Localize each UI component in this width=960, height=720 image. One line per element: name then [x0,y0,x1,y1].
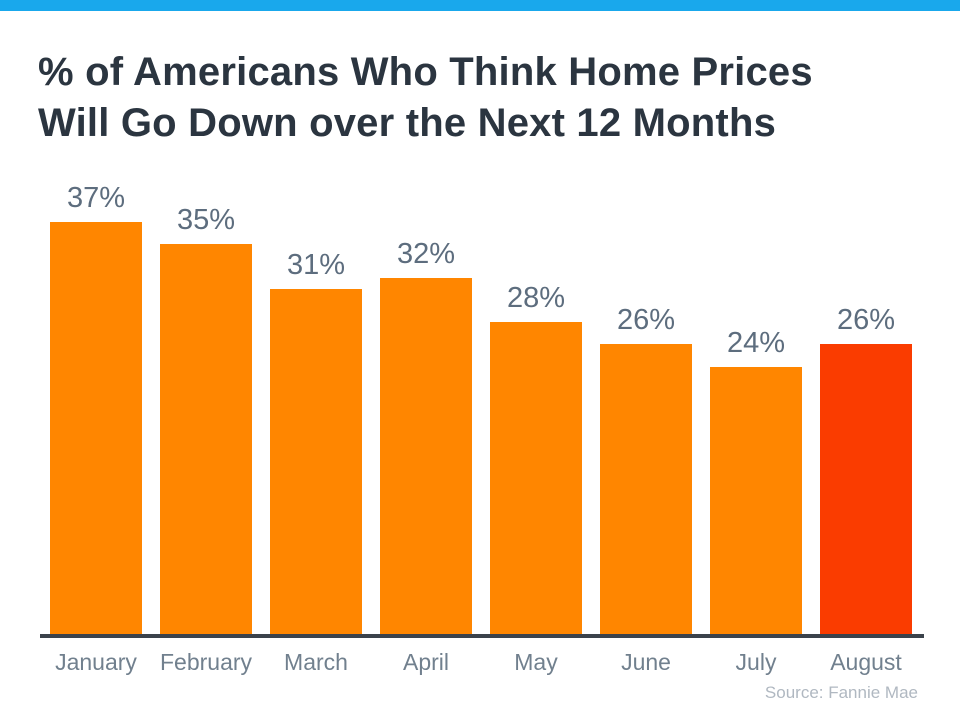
bar [710,367,802,634]
bar-value-label: 37% [66,182,126,214]
bar-value-label: 35% [176,204,236,236]
bar-value-label: 24% [726,327,786,359]
title-line-2: Will Go Down over the Next 12 Months [38,101,777,145]
bars-row: 37% 35% 31% 32% 28% 26% 24% 26% [40,149,924,634]
x-axis-line [40,634,924,638]
bar [600,344,692,634]
bar-column: 31% [270,249,362,634]
source-caption: Source: Fannie Mae [764,683,918,702]
bar-column: 28% [490,282,582,634]
bar [160,244,252,634]
bar [380,278,472,634]
bar-value-label: 26% [616,304,676,336]
bar-value-label: 26% [836,304,896,336]
bar-column: 35% [160,204,252,634]
x-axis-tick-label: July [735,649,777,675]
x-axis-tick-label: June [621,649,671,675]
bar [490,322,582,634]
x-axis-tick-label: May [514,649,558,675]
x-axis-tick-label: April [402,649,449,675]
x-axis-tick-label: January [55,649,137,675]
bar [50,222,142,634]
chart-title: % of Americans Who Think Home Prices Wil… [38,47,920,149]
bar [270,289,362,634]
x-axis-tick-label: March [284,649,348,675]
bar-chart: 37% 35% 31% 32% 28% 26% 24% 26% January February… [40,149,924,676]
x-axis-tick-label: August [830,649,902,675]
bar [820,344,912,634]
bar-column: 26% [820,304,912,634]
bar-value-label: 32% [396,238,456,270]
bar-value-label: 31% [286,249,346,281]
x-axis-labels: January February March April May June July Augu… [40,638,924,676]
bar-column: 26% [600,304,692,634]
title-line-1: % of Americans Who Think Home Prices [38,50,813,94]
bar-value-label: 28% [506,282,566,314]
slide: % of Americans Who Think Home Prices Wil… [0,0,960,702]
bar-column: 37% [50,182,142,634]
x-axis-tick-label: February [160,649,253,675]
bar-column: 32% [380,238,472,634]
top-accent-bar [0,0,960,11]
bar-column: 24% [710,327,802,634]
